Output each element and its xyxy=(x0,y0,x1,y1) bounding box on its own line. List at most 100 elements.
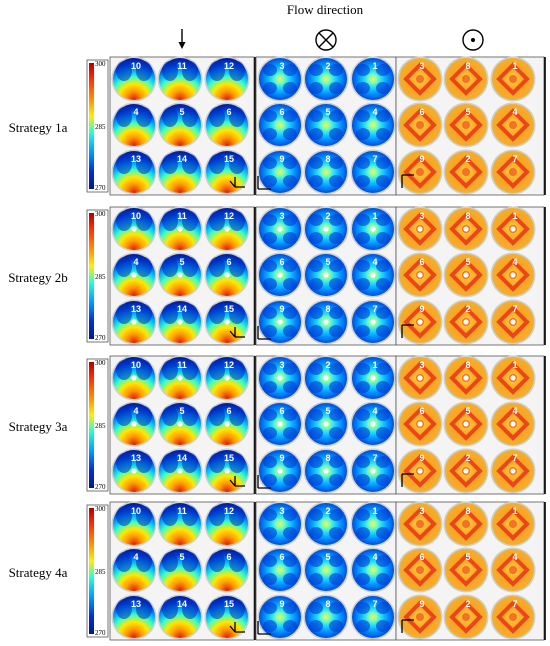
sensor-number: 9 xyxy=(419,304,424,314)
sensor-disc: 13 xyxy=(111,149,157,195)
sensor-disc: 11 xyxy=(157,56,203,102)
sensor-number: 15 xyxy=(224,453,234,463)
probe-dot xyxy=(370,272,376,278)
sensor-disc: 6 xyxy=(257,401,303,447)
probe-dot xyxy=(131,375,137,381)
temperature-scale: 300 285 270 xyxy=(86,504,109,638)
sensor-disc: 1 xyxy=(350,355,396,401)
probe-dot xyxy=(277,375,283,381)
sensor-disc: 12 xyxy=(204,355,250,401)
sensor-number: 11 xyxy=(177,506,187,516)
sensor-disc: 5 xyxy=(157,102,203,148)
sensor-disc: 8 xyxy=(443,501,489,547)
view-panel: 3 8 1 6 5 4 9 2 7 xyxy=(395,501,546,641)
sensor-number: 5 xyxy=(179,107,184,117)
sensor-number: 4 xyxy=(133,552,138,562)
sensor-number: 3 xyxy=(419,506,424,516)
strategy-label: Strategy 3a xyxy=(9,419,68,434)
sensor-disc: 4 xyxy=(111,252,157,298)
sensor-number: 6 xyxy=(279,552,284,562)
sensor-disc: 10 xyxy=(111,501,157,547)
sensor-number: 13 xyxy=(131,154,141,164)
sensor-disc: 2 xyxy=(303,56,349,102)
sensor-number: 14 xyxy=(177,599,187,609)
probe-dot xyxy=(323,468,329,474)
sensor-disc: 5 xyxy=(303,102,349,148)
sensor-number: 9 xyxy=(279,599,284,609)
sensor-disc: 5 xyxy=(443,547,489,593)
probe-dot xyxy=(463,272,469,278)
sensor-disc: 7 xyxy=(490,594,536,640)
sensor-number: 6 xyxy=(226,406,231,416)
view-panel: 3 2 1 6 5 4 9 8 7 xyxy=(255,501,398,641)
sensor-disc: 9 xyxy=(397,448,443,494)
sensor-disc: 2 xyxy=(303,501,349,547)
probe-dot xyxy=(277,226,283,232)
sensor-number: 8 xyxy=(325,599,330,609)
sensor-disc: 2 xyxy=(443,594,489,640)
sensor-disc: 15 xyxy=(204,594,250,640)
sensor-number: 9 xyxy=(279,304,284,314)
sensor-number: 15 xyxy=(224,304,234,314)
probe-dot xyxy=(370,319,376,325)
sensor-disc: 8 xyxy=(443,355,489,401)
sensor-disc: 6 xyxy=(204,547,250,593)
view-panel: 10 11 12 4 5 6 13 14 15 xyxy=(109,355,256,495)
axis-triad-icon xyxy=(229,324,414,340)
sensor-number: 2 xyxy=(325,61,330,71)
scale-tick-max: 300 xyxy=(95,210,106,218)
strategy-label: Strategy 4a xyxy=(9,565,68,580)
probe-dot xyxy=(417,468,423,474)
sensor-disc: 11 xyxy=(157,206,203,252)
scale-gradient-bar xyxy=(89,213,94,339)
probe-dot xyxy=(177,272,183,278)
probe-dot xyxy=(463,468,469,474)
scale-tick-min: 270 xyxy=(95,483,106,491)
sensor-disc: 1 xyxy=(350,501,396,547)
sensor-disc: 3 xyxy=(257,355,303,401)
sensor-disc: 5 xyxy=(157,401,203,447)
sensor-number: 8 xyxy=(465,360,470,370)
sensor-disc: 5 xyxy=(443,252,489,298)
probe-dot xyxy=(510,421,516,427)
sensor-disc: 4 xyxy=(490,547,536,593)
down-arrow-icon xyxy=(178,29,186,49)
probe-dot xyxy=(510,319,516,325)
sensor-disc: 9 xyxy=(257,149,303,195)
probe-dot xyxy=(417,226,423,232)
sensor-disc: 15 xyxy=(204,149,250,195)
sensor-disc: 6 xyxy=(397,102,443,148)
sensor-number: 4 xyxy=(372,406,377,416)
sensor-number: 1 xyxy=(372,61,377,71)
sensor-number: 4 xyxy=(372,107,377,117)
sensor-number: 4 xyxy=(512,257,517,267)
sensor-disc: 9 xyxy=(397,149,443,195)
sensor-disc: 5 xyxy=(157,547,203,593)
sensor-number: 3 xyxy=(279,211,284,221)
probe-dot xyxy=(510,226,516,232)
sensor-number: 5 xyxy=(465,552,470,562)
sensor-disc: 6 xyxy=(204,401,250,447)
sensor-number: 1 xyxy=(372,506,377,516)
view-panel: 3 2 1 6 5 4 9 8 7 xyxy=(255,355,398,495)
probe-dot xyxy=(131,421,137,427)
temperature-scale: 300 285 270 xyxy=(86,209,109,343)
probe-dot xyxy=(224,272,230,278)
sensor-number: 8 xyxy=(325,304,330,314)
sensor-number: 2 xyxy=(465,453,470,463)
sensor-number: 5 xyxy=(179,552,184,562)
sensor-disc: 10 xyxy=(111,56,157,102)
sensor-number: 8 xyxy=(325,154,330,164)
sensor-number: 7 xyxy=(372,304,377,314)
dot-circle-icon xyxy=(462,29,484,51)
probe-dot xyxy=(277,272,283,278)
sensor-number: 4 xyxy=(512,406,517,416)
sensor-disc: 8 xyxy=(303,149,349,195)
sensor-disc: 1 xyxy=(350,206,396,252)
sensor-disc: 8 xyxy=(303,299,349,345)
sensor-number: 5 xyxy=(465,257,470,267)
sensor-disc: 9 xyxy=(397,299,443,345)
sensor-number: 11 xyxy=(177,61,187,71)
